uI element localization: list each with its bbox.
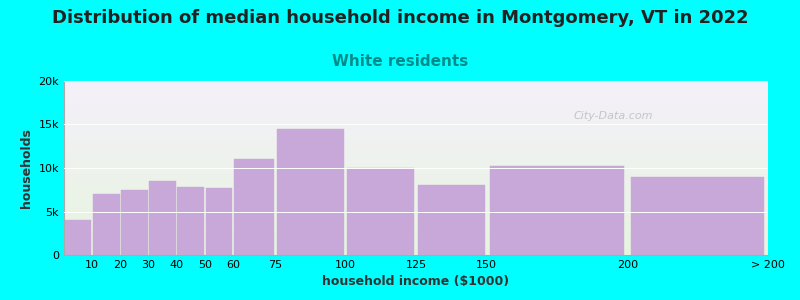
Text: Distribution of median household income in Montgomery, VT in 2022: Distribution of median household income …: [52, 9, 748, 27]
X-axis label: household income ($1000): household income ($1000): [322, 275, 510, 288]
Bar: [347, 168, 414, 255]
Bar: [490, 166, 624, 255]
Bar: [178, 187, 204, 255]
Bar: [277, 129, 344, 255]
Text: White residents: White residents: [332, 54, 468, 69]
Bar: [206, 188, 232, 255]
Y-axis label: households: households: [20, 128, 33, 208]
Bar: [418, 185, 485, 255]
Bar: [93, 194, 120, 255]
Bar: [65, 220, 91, 255]
Text: City-Data.com: City-Data.com: [574, 111, 653, 121]
Bar: [149, 181, 176, 255]
Bar: [630, 177, 765, 255]
Bar: [234, 159, 274, 255]
Bar: [121, 190, 148, 255]
